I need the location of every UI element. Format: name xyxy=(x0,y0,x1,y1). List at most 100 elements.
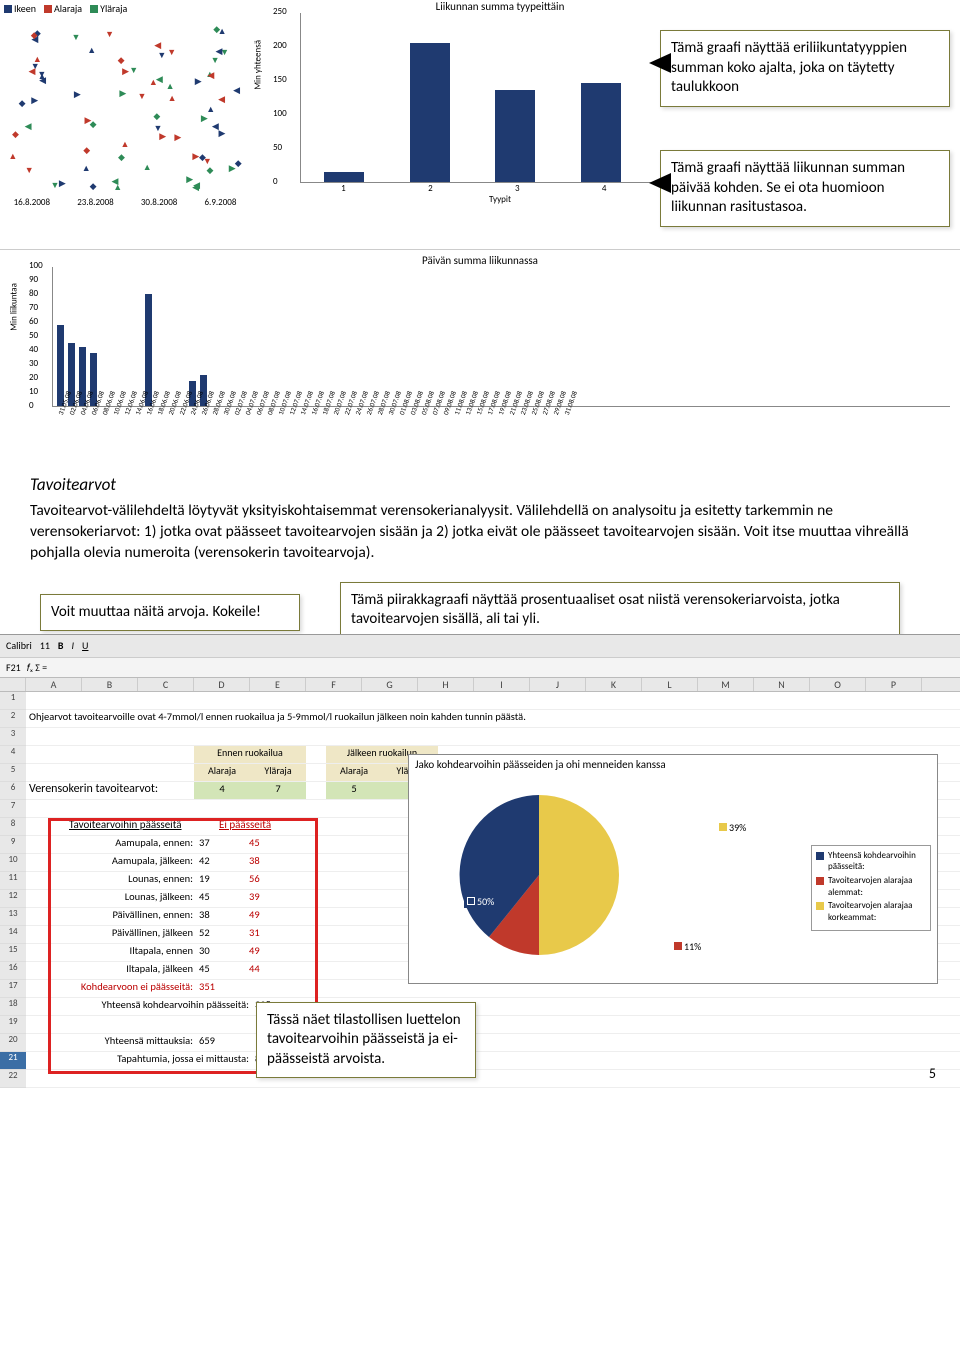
font-size[interactable]: 11 xyxy=(40,639,50,652)
row-header[interactable]: 8 xyxy=(0,818,26,836)
row-header[interactable]: 21 xyxy=(0,1052,26,1070)
row-header[interactable]: 16 xyxy=(0,962,26,980)
scatter-legend: Ikeen Alaraja Yläraja xyxy=(0,0,250,17)
col-header[interactable]: N xyxy=(754,678,810,691)
row-header[interactable]: 22 xyxy=(0,1070,26,1088)
xlabel: 13.08.08 xyxy=(463,406,474,416)
scatter-point: ▶ xyxy=(119,88,125,94)
table-row[interactable]: Ohjearvot tavoitearvoille ovat 4-7mmol/l… xyxy=(26,710,960,728)
cell[interactable] xyxy=(306,746,326,763)
row-header[interactable]: 15 xyxy=(0,944,26,962)
row-header[interactable]: 5 xyxy=(0,764,26,782)
col-header[interactable]: B xyxy=(82,678,138,691)
col-header[interactable]: L xyxy=(642,678,698,691)
col-header[interactable]: K xyxy=(586,678,642,691)
col-header[interactable]: M xyxy=(698,678,754,691)
table-row[interactable] xyxy=(26,692,960,710)
col-header[interactable]: C xyxy=(138,678,194,691)
col-header[interactable]: G xyxy=(362,678,418,691)
scatter-point: ▲ xyxy=(168,93,174,99)
bar xyxy=(145,294,152,406)
cell[interactable] xyxy=(26,980,46,997)
row-header[interactable]: 2 xyxy=(0,710,26,728)
row-header[interactable]: 4 xyxy=(0,746,26,764)
spreadsheet-toolbar[interactable]: Calibri 11 B I U xyxy=(0,634,960,658)
bar xyxy=(324,172,364,182)
xlabel: 10.06.08 xyxy=(111,406,122,416)
legend-label: Tavoitearvojen alarajaa korkeammat: xyxy=(828,900,926,923)
xlabel: 14.07.08 xyxy=(298,406,309,416)
fx-icon[interactable]: 𝑓ₓ Σ = xyxy=(27,661,47,674)
column-headers[interactable]: ABCDEFGHIJKLMNOP xyxy=(0,678,960,692)
col-header[interactable]: J xyxy=(530,678,586,691)
cell[interactable] xyxy=(26,746,194,763)
cell[interactable]: Verensokerin tavoitearvot: xyxy=(26,782,194,799)
cell[interactable]: Ohjearvot tavoitearvoille ovat 4-7mmol/l… xyxy=(26,710,926,727)
row-header[interactable]: 20 xyxy=(0,1034,26,1052)
ytick: 0 xyxy=(29,400,34,411)
row-header[interactable]: 19 xyxy=(0,1016,26,1034)
row-header[interactable]: 1 xyxy=(0,692,26,710)
cell[interactable]: Ennen ruokailua xyxy=(194,746,306,763)
font-name[interactable]: Calibri xyxy=(6,639,32,652)
col-header[interactable]: D xyxy=(194,678,250,691)
pie-slice-label: 11% xyxy=(674,940,701,953)
cell[interactable]: 7 xyxy=(250,782,306,799)
col-header[interactable]: E xyxy=(250,678,306,691)
scatter-point: ◀ xyxy=(193,180,199,186)
col-header[interactable]: I xyxy=(474,678,530,691)
col-header[interactable]: F xyxy=(306,678,362,691)
scatter-point: ◆ xyxy=(153,111,159,117)
scatter-point: ▲ xyxy=(87,45,93,51)
row-header[interactable]: 3 xyxy=(0,728,26,746)
callout-text: Tämä graafi näyttää liikunnan summan päi… xyxy=(671,159,905,216)
bold-icon[interactable]: B xyxy=(58,639,64,652)
ytick: 100 xyxy=(273,108,287,119)
xlabel: 11.08.08 xyxy=(452,406,463,416)
xlabel: 23.08.08 xyxy=(518,406,529,416)
row-header[interactable]: 14 xyxy=(0,926,26,944)
cell[interactable] xyxy=(306,782,326,799)
cell[interactable]: 5 xyxy=(326,782,382,799)
cell[interactable]: Alaraja xyxy=(194,764,250,781)
row-header[interactable]: 17 xyxy=(0,980,26,998)
row-header[interactable]: 10 xyxy=(0,854,26,872)
italic-icon[interactable]: I xyxy=(72,639,75,652)
row-header[interactable]: 13 xyxy=(0,908,26,926)
ytick: 200 xyxy=(273,40,287,51)
xlabel: 31.05.08 xyxy=(56,406,67,416)
row-header[interactable]: 12 xyxy=(0,890,26,908)
cell[interactable] xyxy=(26,764,194,781)
cell[interactable]: Alaraja xyxy=(326,764,382,781)
col-header[interactable]: A xyxy=(26,678,82,691)
formula-bar[interactable]: F21 𝑓ₓ Σ = xyxy=(0,658,960,678)
xlabel: 17.08.08 xyxy=(485,406,496,416)
col-header[interactable]: H xyxy=(418,678,474,691)
underline-icon[interactable]: U xyxy=(82,639,88,652)
row-header[interactable]: 7 xyxy=(0,800,26,818)
section-title: Tavoitearvot xyxy=(30,474,920,497)
scatter-point: ▶ xyxy=(59,178,65,184)
row-header[interactable]: 9 xyxy=(0,836,26,854)
xlabel: 18.06.08 xyxy=(155,406,166,416)
legend-label: Ikeen xyxy=(14,2,36,15)
xlabel: 25.08.08 xyxy=(529,406,540,416)
ytick: 30 xyxy=(29,358,38,369)
scatter-point: ▶ xyxy=(219,128,225,134)
col-header[interactable]: O xyxy=(810,678,866,691)
row-header[interactable]: 6 xyxy=(0,782,26,800)
row-headers[interactable]: 12345678910111213141516171819202122 xyxy=(0,692,26,1088)
xlabel: 27.08.08 xyxy=(540,406,551,416)
table-row[interactable] xyxy=(26,728,960,746)
scatter-point: ◆ xyxy=(90,119,96,125)
row-header[interactable]: 11 xyxy=(0,872,26,890)
row-header[interactable]: 18 xyxy=(0,998,26,1016)
cell[interactable]: Yläraja xyxy=(250,764,306,781)
scatter-point: ▶ xyxy=(186,174,192,180)
col-header[interactable] xyxy=(0,678,26,691)
cell-ref: F21 xyxy=(6,661,21,674)
cell[interactable] xyxy=(306,764,326,781)
cells-area[interactable]: Ohjearvot tavoitearvoille ovat 4-7mmol/l… xyxy=(26,692,960,1088)
cell[interactable]: 4 xyxy=(194,782,250,799)
col-header[interactable]: P xyxy=(866,678,922,691)
